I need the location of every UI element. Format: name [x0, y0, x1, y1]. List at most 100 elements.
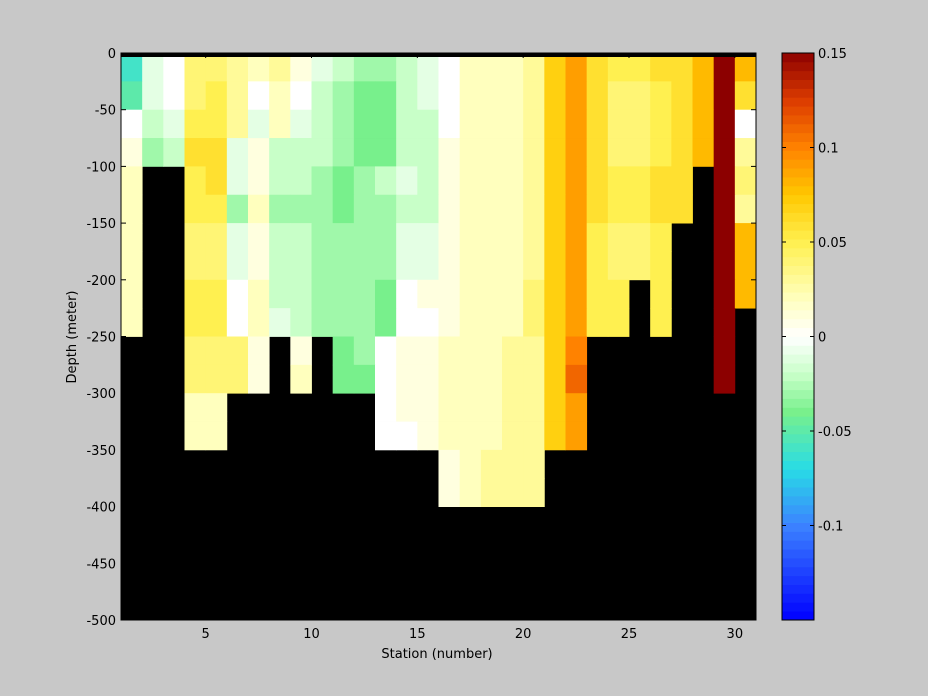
heatmap-cell — [502, 166, 524, 196]
y-axis-label: Depth (meter) — [65, 291, 80, 384]
heatmap-cell — [311, 166, 334, 196]
heatmap-cell — [713, 138, 736, 167]
heatmap-cell — [184, 421, 207, 451]
heatmap-cell — [184, 364, 207, 394]
heatmap-cell — [438, 279, 461, 309]
colorbar-swatch — [782, 168, 814, 178]
heatmap-cell — [607, 138, 630, 167]
heatmap-cell — [375, 109, 397, 139]
heatmap-cell — [650, 308, 672, 337]
heatmap-cell — [417, 364, 439, 394]
heatmap-cell — [353, 336, 376, 366]
colorbar-swatch — [782, 336, 814, 346]
heatmap-cell — [438, 364, 461, 394]
heatmap-cell — [269, 166, 291, 196]
heatmap-cell — [713, 109, 736, 139]
heatmap-cell — [184, 138, 207, 167]
heatmap-cell — [226, 336, 249, 366]
heatmap-cell — [248, 194, 270, 224]
heatmap-cell — [523, 194, 545, 224]
colorbar-swatch — [782, 451, 814, 461]
heatmap-cell — [417, 251, 439, 281]
colorbar-swatch — [782, 433, 814, 444]
heatmap-cell — [417, 109, 439, 139]
heatmap-cell — [248, 308, 270, 337]
y-axis: 0 -50 -100 -150 -200 -250 -300 -350 -400 -450 -500 — [86, 47, 756, 629]
heatmap-cell — [205, 308, 228, 337]
heatmap-cell — [650, 53, 672, 82]
colorbar-swatch — [782, 611, 814, 621]
heatmap-cell — [332, 81, 355, 111]
y-tick-label: -400 — [86, 501, 116, 516]
heatmap-cell — [332, 336, 355, 366]
heatmap-cell — [375, 393, 397, 422]
heatmap-cell — [607, 279, 630, 309]
heatmap-cell — [692, 109, 715, 139]
y-tick-label: 0 — [108, 47, 116, 62]
heatmap-cell — [353, 81, 376, 111]
heatmap-cell — [459, 166, 482, 196]
heatmap-cell — [544, 53, 566, 82]
heatmap-cell — [417, 393, 439, 422]
heatmap-cell — [248, 223, 270, 252]
heatmap-cell — [459, 194, 482, 224]
heatmap-cell — [438, 166, 461, 196]
colorbar-swatch — [782, 407, 814, 417]
heatmap-cell — [290, 364, 312, 394]
heatmap-cell — [184, 166, 207, 196]
heatmap-cell — [459, 421, 482, 451]
heatmap-cell — [226, 279, 249, 309]
heatmap-cell — [290, 109, 312, 139]
y-tick-label: -200 — [86, 274, 116, 289]
heatmap-cell — [650, 194, 672, 224]
heatmap-cell — [226, 53, 249, 82]
heatmap-cell — [205, 393, 228, 422]
heatmap-cell — [480, 251, 503, 281]
colorbar-swatch — [782, 557, 814, 568]
heatmap-cell — [480, 364, 503, 394]
heatmap-cell — [459, 364, 482, 394]
heatmap-cell — [332, 109, 355, 139]
heatmap-cell — [544, 364, 566, 394]
heatmap-cell — [459, 109, 482, 139]
heatmap-cell — [226, 251, 249, 281]
heatmap-cell — [565, 138, 588, 167]
heatmap-cell — [502, 478, 524, 507]
heatmap-cell — [459, 223, 482, 252]
heatmap-cell — [184, 194, 207, 224]
colorbar-swatch — [782, 504, 814, 515]
heatmap-cell — [459, 449, 482, 479]
x-tick-label: 15 — [409, 627, 426, 642]
colorbar-swatch — [782, 97, 814, 107]
heatmap-cell — [565, 109, 588, 139]
heatmap-cell — [332, 308, 355, 337]
heatmap-cell — [480, 53, 503, 82]
heatmap-cell — [396, 251, 418, 281]
heatmap-cell — [459, 308, 482, 337]
heatmap-cell — [565, 194, 588, 224]
colorbar-tick-label: 0.15 — [818, 47, 847, 62]
heatmap-cell — [184, 53, 207, 82]
heatmap-cell — [692, 138, 715, 167]
colorbar-swatch — [782, 61, 814, 72]
heatmap-cell — [607, 251, 630, 281]
heatmap-cell — [650, 81, 672, 111]
heatmap-cell — [629, 251, 651, 281]
heatmap-cell — [713, 166, 736, 196]
heatmap-cell — [353, 308, 376, 337]
heatmap-cell — [523, 308, 545, 337]
heatmap-cell — [269, 223, 291, 252]
colorbar-tick-label: 0.1 — [818, 142, 839, 157]
heatmap-cell — [375, 166, 397, 196]
colorbar-tick-label: 0.05 — [818, 236, 847, 251]
heatmap-cell — [565, 279, 588, 309]
heatmap-cell — [332, 53, 355, 82]
heatmap-cell — [353, 109, 376, 139]
x-tick-label: 10 — [303, 627, 320, 642]
heatmap-cell — [375, 308, 397, 337]
heatmap-cell — [544, 279, 566, 309]
heatmap-cell — [205, 53, 228, 82]
heatmap-cell — [226, 223, 249, 252]
heatmap-cell — [290, 81, 312, 111]
heatmap-cell — [375, 81, 397, 111]
